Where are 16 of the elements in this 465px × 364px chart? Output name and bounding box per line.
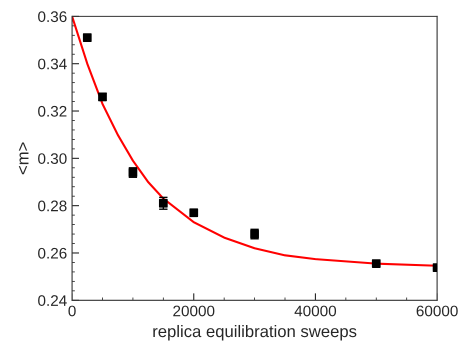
point <box>189 208 198 218</box>
x-tick-label: 0 <box>68 306 76 316</box>
y-axis-title: <m> <box>18 142 28 174</box>
y-tick-label: 0.32 <box>38 106 66 117</box>
point <box>372 259 381 268</box>
point <box>82 33 92 42</box>
y-tick-label: 0.30 <box>38 153 67 164</box>
y-tick-label: 0.26 <box>38 248 67 259</box>
y-tick-label: 0.28 <box>38 200 67 212</box>
x-tick-label: 40000 <box>294 306 336 316</box>
y-tick-label: 0.36 <box>38 11 67 22</box>
y-tick-label: 0.34 <box>38 58 67 70</box>
x-axis-title: replica equilibration sweeps <box>153 324 356 340</box>
x-tick-label: 60000 <box>416 306 458 316</box>
y-tick-label: 0.24 <box>38 295 67 306</box>
x-tick-label: 20000 <box>173 306 214 316</box>
